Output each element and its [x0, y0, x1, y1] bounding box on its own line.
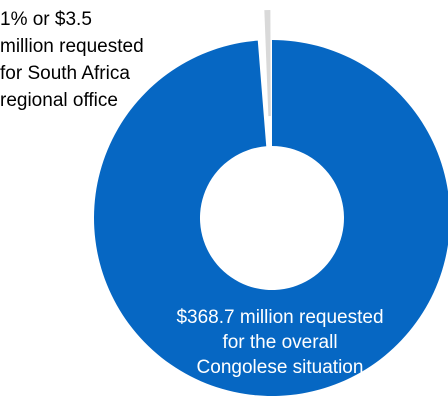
label-congolese-situation: $368.7 million requested for the overall C…	[176, 307, 383, 378]
slice-labels: $368.7 million requested for the overall C…	[0, 9, 384, 378]
slice-south-africa-office	[264, 10, 271, 117]
label-south-africa-office: 1% or $3.5 million requested for South Afr…	[0, 9, 144, 111]
donut-slices	[94, 10, 448, 396]
slice-congolese-situation	[94, 40, 448, 396]
